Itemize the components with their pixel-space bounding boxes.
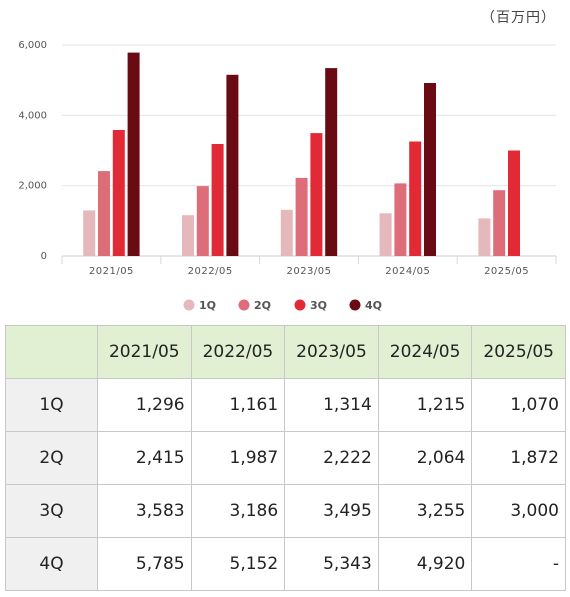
y-tick-label: 6,000 (18, 40, 47, 51)
bar-3q-2021-05 (112, 130, 125, 256)
bars (83, 52, 520, 256)
bar-4q-2021-05 (127, 52, 140, 256)
y-tick-label: 2,000 (18, 181, 47, 192)
bar-2q-2024-05 (394, 183, 407, 256)
table-cell: 3,583 (97, 484, 192, 538)
column-header: 2021/05 (97, 325, 192, 379)
table-cell: 1,296 (97, 378, 192, 432)
table-cell: 2,415 (97, 431, 192, 485)
table-cell: 3,255 (377, 484, 473, 538)
grid-lines (62, 44, 556, 257)
table-cell: - (471, 537, 566, 591)
unit-label: （百万円） (481, 10, 556, 26)
y-axis: 0 2,000 4,000 6,000 (18, 40, 47, 262)
table-cell: 1,987 (190, 431, 286, 485)
legend-marker (294, 299, 306, 311)
legend-label: 4Q (365, 299, 382, 312)
legend-marker (238, 299, 250, 311)
table-cell: 4,920 (377, 537, 473, 591)
x-axis: 2021/05 2022/05 2023/05 2024/05 2025/05 (61, 256, 557, 277)
bar-2q-2022-05 (196, 186, 209, 256)
row-header: 1Q (5, 378, 98, 432)
table-corner (5, 325, 98, 379)
bar-3q-2023-05 (310, 133, 323, 256)
table-cell: 1,215 (377, 378, 473, 432)
bar-2q-2021-05 (98, 171, 110, 256)
row-header: 3Q (5, 484, 98, 538)
x-tick-label: 2023/05 (286, 266, 331, 277)
bar-2q-2023-05 (295, 177, 308, 256)
table-row: 4Q 5,785 5,152 5,343 4,920 - (5, 537, 566, 591)
legend-label: 2Q (254, 299, 271, 312)
table-cell: 3,186 (190, 484, 286, 538)
bar-3q-2022-05 (211, 144, 224, 256)
legend-marker (349, 299, 361, 311)
y-tick-label: 0 (41, 251, 47, 262)
x-tick-label: 2025/05 (484, 266, 529, 277)
x-tick-label: 2021/05 (89, 266, 134, 277)
bar-1q-2025-05 (478, 218, 491, 256)
legend-marker (183, 299, 195, 311)
table-cell: 1,161 (190, 378, 286, 432)
bar-4q-2022-05 (226, 74, 239, 256)
table-cell: 2,064 (377, 431, 473, 485)
table-row: 2Q 2,415 1,987 2,222 2,064 1,872 (5, 431, 566, 485)
bar-4q-2023-05 (325, 68, 338, 256)
data-table: 2021/05 2022/05 2023/05 2024/05 2025/05 … (5, 325, 566, 591)
table-cell: 1,314 (284, 378, 379, 432)
bar-4q-2024-05 (424, 83, 436, 256)
bar-3q-2024-05 (409, 141, 422, 256)
bar-1q-2021-05 (83, 210, 96, 256)
x-tick-label: 2024/05 (385, 266, 430, 277)
bar-2q-2025-05 (493, 190, 506, 256)
table-cell: 2,222 (284, 431, 379, 485)
table-cell: 1,872 (471, 431, 566, 485)
row-header: 4Q (5, 537, 98, 591)
table-row: 1Q 1,296 1,161 1,314 1,215 1,070 (5, 378, 566, 432)
table-row: 3Q 3,583 3,186 3,495 3,255 3,000 (5, 484, 566, 538)
legend-label: 3Q (310, 299, 327, 312)
table-cell: 1,070 (471, 378, 566, 432)
table-cell: 3,495 (284, 484, 379, 538)
x-tick-label: 2022/05 (188, 266, 233, 277)
bar-1q-2023-05 (280, 209, 293, 256)
bar-1q-2024-05 (379, 213, 392, 256)
table-header-row: 2021/05 2022/05 2023/05 2024/05 2025/05 (5, 325, 566, 379)
table-cell: 3,000 (471, 484, 566, 538)
bar-3q-2025-05 (508, 150, 520, 256)
table-cell: 5,343 (284, 537, 379, 591)
legend: 1Q 2Q 3Q 4Q (183, 299, 382, 312)
column-header: 2023/05 (284, 325, 379, 379)
bar-1q-2022-05 (182, 215, 194, 256)
row-header: 2Q (5, 431, 98, 485)
column-header: 2025/05 (471, 325, 566, 379)
table-cell: 5,785 (97, 537, 192, 591)
table-cell: 5,152 (190, 537, 286, 591)
column-header: 2022/05 (190, 325, 286, 379)
y-tick-label: 4,000 (18, 110, 47, 121)
column-header: 2024/05 (377, 325, 473, 379)
legend-label: 1Q (199, 299, 216, 312)
